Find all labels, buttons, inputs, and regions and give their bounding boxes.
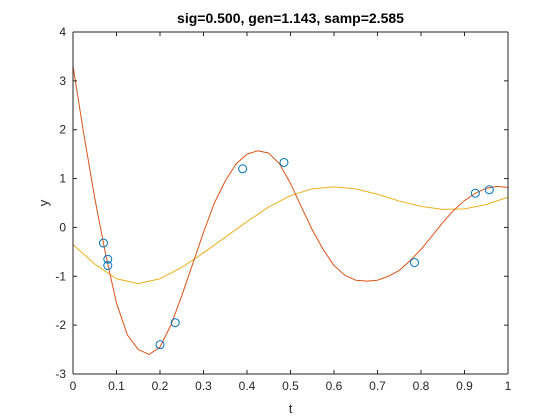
x-tick-label: 0.1	[108, 379, 125, 393]
data-point	[170, 318, 180, 328]
x-tick-label: 0.8	[413, 379, 430, 393]
x-tick-label: 0.2	[152, 379, 169, 393]
y-tick-label: 4	[59, 25, 66, 39]
axes-layer: 0 0.1 0.2 0.3 0.4 0.5 0.6 0.7 0.8 0.9 1 -3 -2 -1 0 1 2 3 4	[55, 25, 511, 393]
data-point	[470, 188, 480, 198]
x-tick-label: 0.4	[239, 379, 256, 393]
y-tick-label: -2	[55, 318, 66, 332]
y-tick-label: -1	[55, 269, 66, 283]
x-axis-label: t	[289, 401, 293, 416]
x-tick-label: 1	[505, 379, 512, 393]
chart-title: sig=0.500, gen=1.143, samp=2.585	[177, 10, 404, 26]
series-1-line	[72, 66, 509, 355]
data-point	[103, 261, 113, 271]
x-tick-label: 0	[70, 379, 77, 393]
x-tick-label: 0.3	[195, 379, 212, 393]
y-tick-label: 3	[59, 74, 66, 88]
data-point	[484, 185, 494, 195]
data-point	[98, 238, 108, 248]
x-tick-label: 0.9	[456, 379, 473, 393]
series-layer	[72, 66, 509, 355]
series-0-line	[72, 186, 509, 285]
data-point	[409, 258, 419, 268]
y-axis-label: y	[36, 199, 51, 206]
y-tick-label: 0	[59, 220, 66, 234]
data-point	[238, 164, 248, 174]
x-tick-label: 0.6	[326, 379, 343, 393]
y-tick-label: 2	[59, 123, 66, 137]
x-tick-label: 0.5	[282, 379, 299, 393]
data-point	[103, 254, 113, 264]
x-tick-label: 0.7	[369, 379, 386, 393]
plot-area	[73, 32, 508, 374]
data-point	[279, 157, 289, 167]
y-tick-label: 1	[59, 172, 66, 186]
y-tick-label: -3	[55, 367, 66, 381]
data-point	[155, 340, 165, 350]
